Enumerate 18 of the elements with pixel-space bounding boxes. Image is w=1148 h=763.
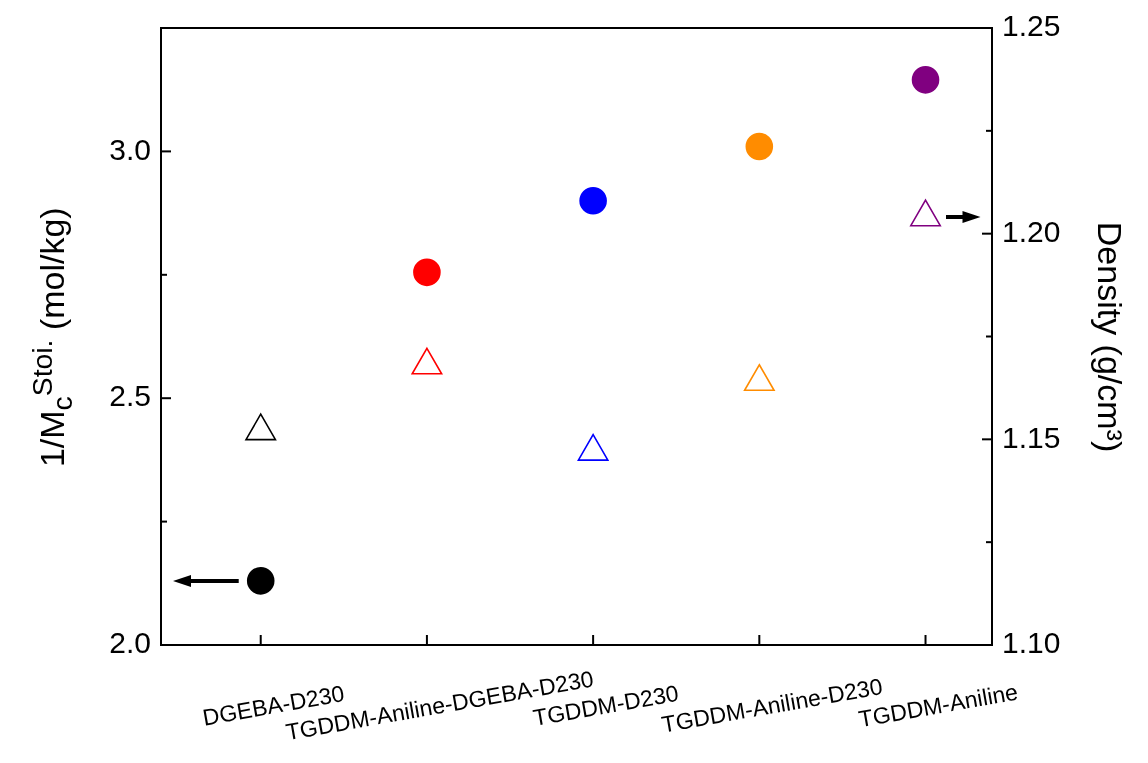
point	[743, 363, 775, 392]
point	[745, 132, 774, 161]
y-tick-label: 2.0	[109, 626, 151, 660]
point	[245, 413, 277, 441]
point	[910, 199, 942, 227]
y2-tick-label: 1.15	[1002, 420, 1061, 454]
point	[911, 66, 940, 94]
point	[413, 258, 441, 287]
point	[579, 186, 607, 215]
y2-axis-title: Density (g/cm³)	[1091, 221, 1130, 452]
y2-tick-label: 1.25	[1002, 9, 1061, 43]
y2-tick-label: 1.20	[1002, 214, 1061, 248]
y2-tick-label: 1.10	[1002, 626, 1061, 660]
y-tick-label: 3.0	[109, 132, 151, 166]
point	[577, 433, 609, 461]
y-tick-label: 2.5	[109, 379, 151, 413]
point	[246, 567, 275, 595]
point	[411, 347, 443, 375]
